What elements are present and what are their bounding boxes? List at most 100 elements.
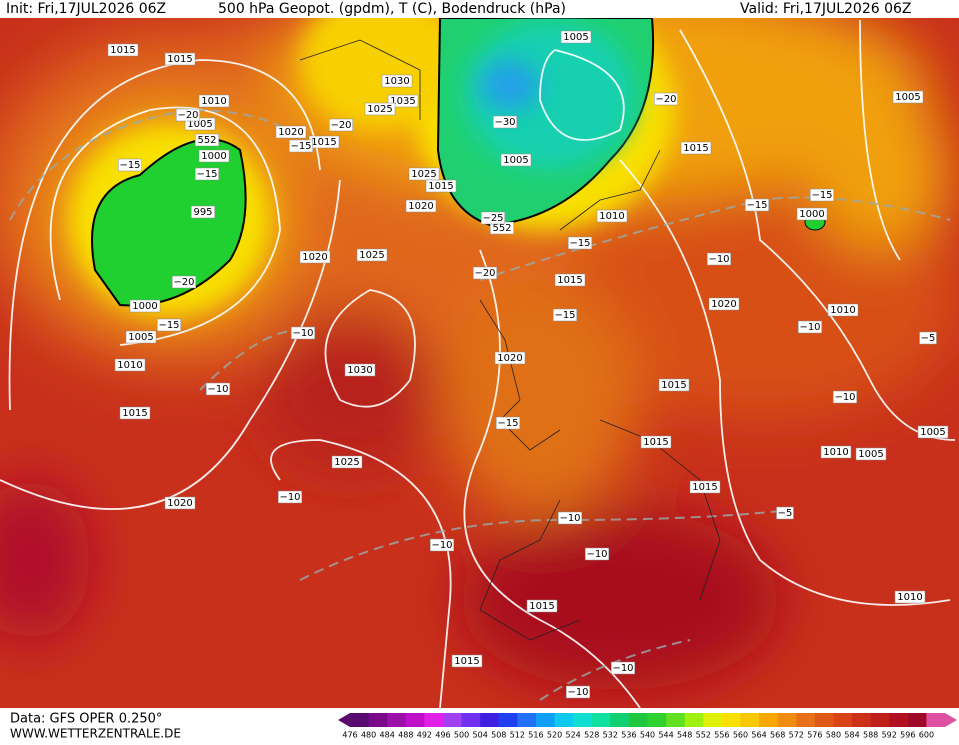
label-box: [275, 125, 307, 139]
isobar-label: 1020: [711, 299, 736, 310]
label-box: [164, 52, 196, 66]
init-time: Init: Fri,17JUL2026 06Z: [6, 1, 166, 17]
isotherm-label: −15: [554, 310, 575, 321]
label-box: [776, 506, 794, 520]
colorbar-swatch: [889, 713, 909, 727]
isotherm-label: −5: [921, 333, 936, 344]
label-box: [496, 416, 520, 430]
isobar-label: 1035: [390, 96, 415, 107]
colorbar-swatch: [573, 713, 593, 727]
colorbar-tick-label: 540: [640, 731, 655, 740]
isobar-label: 1030: [347, 365, 372, 376]
label-box: [164, 496, 196, 510]
colorbar-swatch: [852, 713, 872, 727]
valid-time: Valid: Fri,17JUL2026 06Z: [740, 1, 912, 17]
label-box: [387, 94, 419, 108]
isobar-label: 1015: [167, 54, 192, 65]
isobar-label: 1020: [167, 498, 192, 509]
isotherm-label: −20: [655, 94, 676, 105]
label-box: [917, 425, 949, 439]
isotherm-label: −10: [612, 663, 633, 674]
isobar-label: 1020: [497, 353, 522, 364]
isobar-label: 1015: [661, 380, 686, 391]
colorbar-swatch: [907, 713, 927, 727]
isotherm-label: −20: [173, 277, 194, 288]
label-box: [566, 685, 590, 699]
colorbar-tick-label: 504: [473, 731, 488, 740]
colorbar-tick-label: 516: [528, 731, 543, 740]
isotherm-label: −15: [290, 141, 311, 152]
colorbar-swatch: [740, 713, 760, 727]
isotherm-label: −10: [292, 328, 313, 339]
colorbar-tick-label: 576: [807, 731, 822, 740]
isobar-label: 1005: [895, 92, 920, 103]
label-box: [291, 326, 315, 340]
label-box: [195, 167, 219, 181]
label-box: [206, 382, 230, 396]
label-box: [278, 490, 302, 504]
label-box: [689, 480, 721, 494]
label-box: [833, 390, 857, 404]
colorbar-tick-label: 592: [882, 731, 897, 740]
colorbar-swatch: [535, 713, 556, 727]
label-box: [894, 590, 926, 604]
label-box: [526, 599, 558, 613]
colorbar-swatch: [498, 713, 518, 727]
label-box: [707, 252, 731, 266]
isobar-label: 1015: [557, 275, 582, 286]
isobar-label: 1025: [367, 104, 392, 115]
colorbar-swatch: [833, 713, 853, 727]
isobar-label: 1015: [454, 656, 479, 667]
colorbar-tick-label: 552: [696, 731, 711, 740]
colorbar-swatch: [703, 713, 723, 727]
isobar-label: 1015: [683, 143, 708, 154]
label-box: [344, 363, 376, 377]
label-box: [560, 30, 592, 44]
isobar-label: 1015: [110, 45, 135, 56]
isotherm-label: −25: [482, 213, 503, 224]
isobar-label: 1015: [311, 137, 336, 148]
isotherm-label: −20: [330, 120, 351, 131]
colorbar-swatch: [424, 713, 444, 727]
label-box: [585, 547, 609, 561]
colorbar-tick-label: 584: [844, 731, 859, 740]
isobar-label: 1005: [858, 449, 883, 460]
colorbar-arrow: [945, 713, 957, 727]
isotherm-label: −30: [494, 117, 515, 128]
isobar-label: 552: [492, 223, 511, 234]
label-box: [195, 133, 219, 147]
label-box: [640, 435, 672, 449]
colorbar-tick-label: 580: [826, 731, 841, 740]
isobar-label: 1015: [692, 482, 717, 493]
colorbar-swatch: [517, 713, 537, 727]
label-box: [114, 358, 146, 372]
isobar-label: 1020: [408, 201, 433, 212]
isobar-label: 1020: [278, 127, 303, 138]
colorbar-swatch: [647, 713, 667, 727]
colorbar-tick-label: 492: [417, 731, 432, 740]
colorbar-tick-label: 476: [342, 731, 357, 740]
isotherm-label: −10: [207, 384, 228, 395]
isotherm-label: −10: [834, 392, 855, 403]
colorbar-swatch: [628, 713, 648, 727]
isobar-label: 1015: [428, 181, 453, 192]
label-box: [481, 211, 505, 225]
label-box: [198, 94, 230, 108]
isobar-label: 1000: [201, 151, 226, 162]
isotherm-label: −10: [708, 254, 729, 265]
label-box: [473, 266, 497, 280]
isobar-label: 1010: [599, 211, 624, 222]
colorbar-swatch: [387, 713, 407, 727]
data-source: Data: GFS OPER 0.250°: [10, 712, 162, 727]
isobar-label: 1015: [122, 408, 147, 419]
colorbar-swatch: [461, 713, 481, 727]
colorbar-swatch: [777, 713, 797, 727]
label-box: [919, 331, 937, 345]
colorbar-tick-label: 572: [789, 731, 804, 740]
colorbar-tick-label: 536: [621, 731, 636, 740]
label-box: [798, 320, 822, 334]
label-box: [405, 199, 437, 213]
label-box: [810, 188, 834, 202]
label-box: [129, 299, 161, 313]
